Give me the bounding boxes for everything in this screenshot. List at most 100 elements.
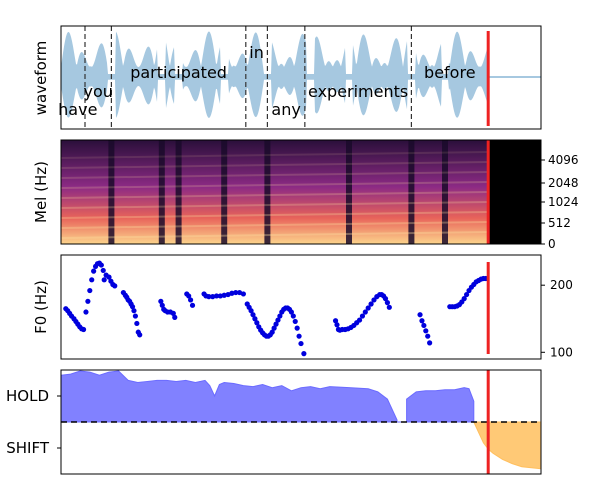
mel-ytick-label: 2048 bbox=[548, 176, 579, 190]
f0-point bbox=[129, 304, 136, 310]
f0-point bbox=[301, 351, 307, 357]
f0-point bbox=[137, 332, 143, 338]
word-label: in bbox=[249, 43, 264, 62]
mel-pause bbox=[408, 140, 415, 244]
f0-point bbox=[359, 313, 366, 319]
f0-ytick-label: 100 bbox=[550, 345, 573, 359]
f0-point bbox=[464, 291, 470, 298]
mel-harmonic bbox=[61, 171, 489, 179]
mel-harmonic bbox=[61, 221, 489, 229]
mel-frame bbox=[60, 139, 542, 245]
word-label: you bbox=[83, 82, 112, 101]
f0-point bbox=[386, 304, 392, 310]
f0-point bbox=[221, 292, 227, 298]
word-label: have bbox=[58, 100, 97, 119]
mel-ytick-label: 4096 bbox=[548, 153, 579, 167]
f0-point bbox=[213, 293, 220, 299]
f0-point bbox=[132, 313, 138, 319]
f0-point bbox=[296, 333, 302, 339]
f0-point bbox=[206, 294, 212, 300]
waveform-frame bbox=[60, 25, 542, 130]
f0-point bbox=[365, 305, 371, 311]
f0-point bbox=[87, 287, 93, 294]
word-label: any bbox=[271, 100, 300, 119]
f0-point bbox=[91, 268, 97, 274]
mel-harmonic bbox=[61, 201, 489, 209]
mel-ytick-label: 0 bbox=[548, 237, 556, 251]
f0-point bbox=[101, 277, 107, 283]
f0-point bbox=[334, 322, 340, 328]
f0-point bbox=[229, 290, 235, 296]
f0-point bbox=[83, 309, 89, 315]
mel-ytick-label: 1024 bbox=[548, 195, 579, 209]
mel-panel: 4096 2048 1024 512 0 Mel (Hz) bbox=[32, 139, 579, 251]
f0-point bbox=[159, 302, 165, 308]
f0-point bbox=[248, 308, 254, 314]
mel-harmonic bbox=[61, 181, 489, 189]
f0-point bbox=[277, 313, 283, 319]
turn-panel: HOLD SHIFT bbox=[6, 369, 542, 475]
f0-point bbox=[417, 312, 423, 318]
mel-heatmap bbox=[61, 140, 489, 244]
f0-ytick-label: 200 bbox=[550, 278, 573, 292]
mel-pause bbox=[158, 140, 165, 244]
f0-point bbox=[240, 291, 246, 297]
f0-point bbox=[80, 326, 87, 333]
f0-point bbox=[423, 328, 429, 334]
mel-pause bbox=[175, 140, 182, 244]
mel-harmonic bbox=[61, 211, 489, 219]
f0-point bbox=[292, 318, 298, 325]
f0-point bbox=[98, 262, 104, 268]
f0-point bbox=[362, 309, 368, 315]
turn-ytick-label: SHIFT bbox=[6, 439, 50, 457]
f0-point bbox=[384, 300, 390, 306]
f0-point bbox=[356, 317, 363, 323]
f0-point bbox=[85, 298, 91, 304]
mel-ytick-label: 512 bbox=[548, 216, 571, 230]
f0-point bbox=[298, 340, 304, 347]
mel-harmonic bbox=[61, 151, 489, 159]
f0-point bbox=[188, 297, 194, 303]
f0-point bbox=[254, 320, 260, 326]
word-label: participated bbox=[130, 63, 227, 82]
f0-panel: 200 100 F0 (Hz) bbox=[32, 254, 573, 360]
f0-point bbox=[112, 283, 118, 289]
f0-point bbox=[273, 321, 279, 327]
f0-point bbox=[368, 301, 374, 307]
f0-point bbox=[419, 318, 425, 324]
mel-ylabel: Mel (Hz) bbox=[32, 161, 50, 223]
f0-point bbox=[269, 329, 275, 335]
f0-point bbox=[170, 310, 176, 316]
f0-point bbox=[294, 325, 300, 331]
f0-point bbox=[332, 318, 339, 324]
word-label: before bbox=[424, 63, 476, 82]
mel-harmonic bbox=[61, 191, 489, 199]
f0-point bbox=[382, 296, 389, 302]
f0-point bbox=[106, 274, 112, 280]
f0-point bbox=[421, 322, 427, 329]
turn-ytick-label: HOLD bbox=[6, 387, 49, 405]
waveform-ylabel: waveform bbox=[32, 41, 50, 116]
f0-ylabel: F0 (Hz) bbox=[32, 280, 50, 334]
f0-point bbox=[158, 298, 164, 304]
f0-point bbox=[461, 296, 467, 302]
shift-area bbox=[473, 421, 541, 470]
mel-pause bbox=[264, 140, 271, 244]
f0-point bbox=[100, 267, 106, 274]
word-label: experiments bbox=[308, 82, 408, 101]
turn-frame bbox=[60, 369, 542, 475]
f0-point bbox=[186, 293, 192, 299]
f0-point bbox=[288, 309, 294, 315]
f0-point bbox=[250, 312, 256, 318]
mel-harmonic bbox=[61, 231, 489, 239]
f0-point bbox=[89, 277, 95, 283]
mel-pause bbox=[442, 140, 448, 244]
mel-pause bbox=[221, 140, 228, 244]
f0-point bbox=[252, 316, 258, 322]
f0-point bbox=[134, 320, 140, 327]
f0-point bbox=[172, 314, 178, 320]
mel-pause bbox=[108, 140, 115, 244]
hold-area bbox=[61, 370, 475, 423]
